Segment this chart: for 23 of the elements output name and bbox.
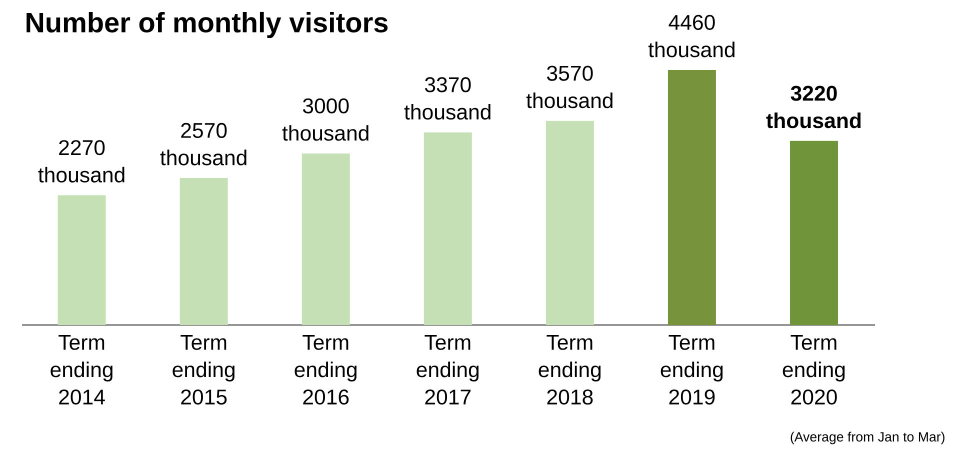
- x-tick-label: Term ending 2020: [782, 335, 845, 405]
- data-label: 3220 thousand: [766, 86, 861, 128]
- x-tick-label: Term ending 2014: [50, 335, 112, 405]
- bar: [58, 195, 106, 325]
- x-tick-label: Term ending 2019: [660, 335, 723, 405]
- data-label: 3000 thousand: [282, 98, 368, 141]
- x-tick-label: Term ending 2017: [416, 335, 479, 405]
- bar: [790, 140, 838, 325]
- bar: [302, 153, 350, 325]
- x-tick-label: Term ending 2016: [294, 335, 357, 405]
- x-tick-label: Term ending 2015: [172, 335, 234, 405]
- data-label: 3370 thousand: [404, 77, 490, 120]
- data-label: 2570 thousand: [160, 122, 246, 166]
- text: (Average from Jan to Mar): [790, 432, 944, 444]
- data-label: 4460 thousand: [648, 14, 734, 58]
- bar: [424, 132, 472, 325]
- data-label: 3570 thousand: [526, 66, 612, 108]
- chart-title: Number of monthly visitors: [26, 12, 388, 38]
- bar: [668, 70, 716, 325]
- bar: [546, 120, 594, 325]
- data-label: 2270 thousand: [38, 140, 124, 182]
- x-tick-label: Term ending 2018: [538, 335, 601, 405]
- bar: [180, 178, 228, 325]
